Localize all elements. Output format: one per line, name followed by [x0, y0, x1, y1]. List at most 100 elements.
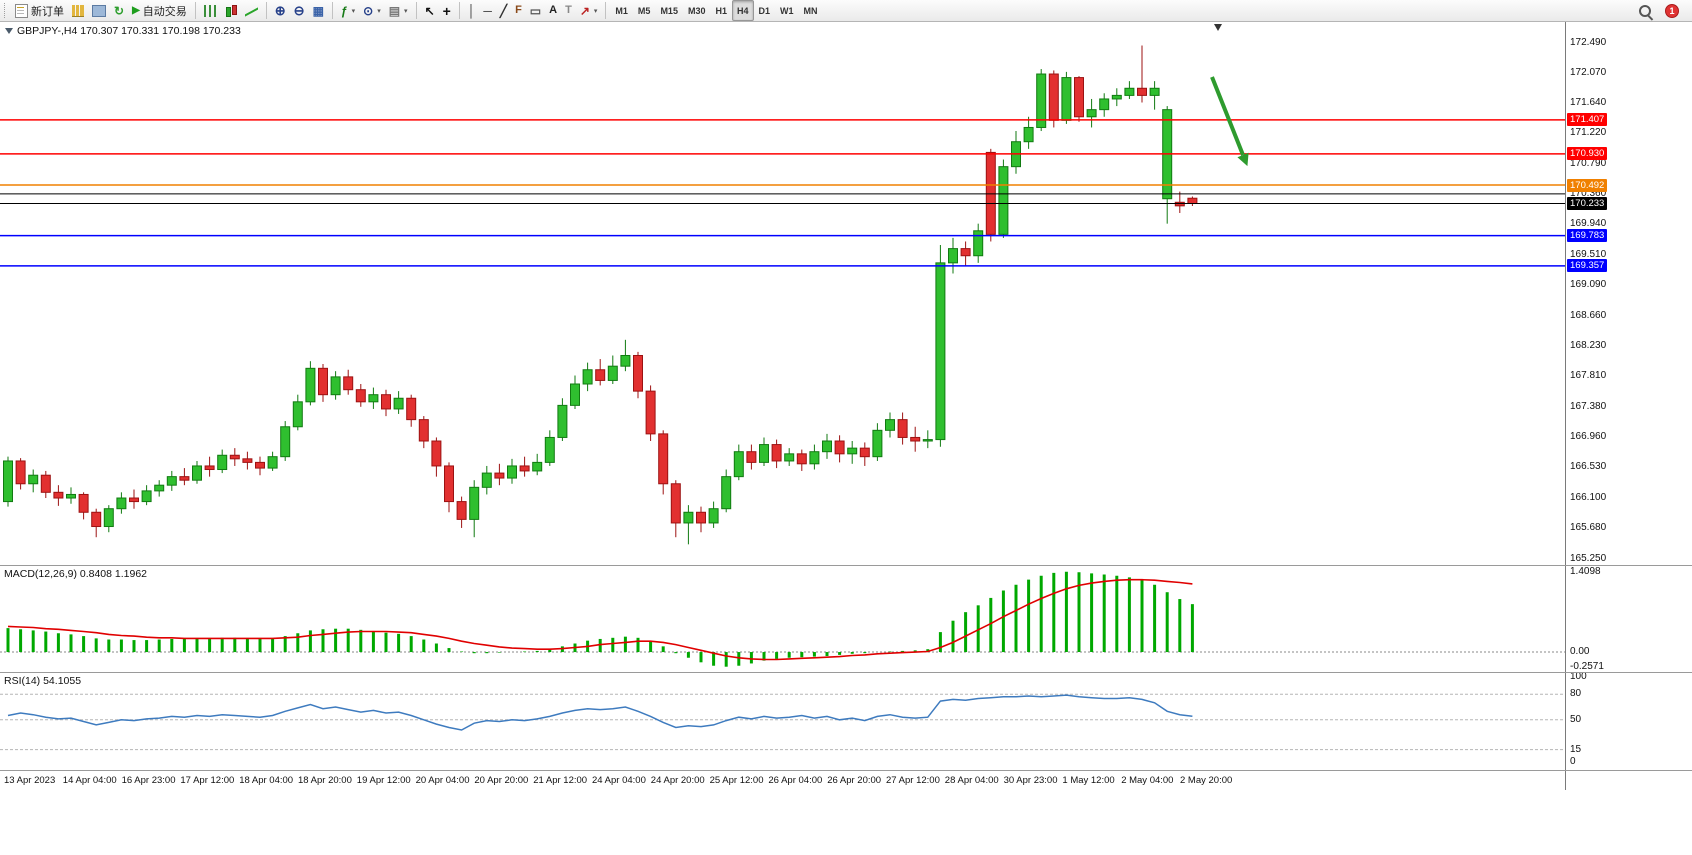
refresh-icon: ↻ — [114, 3, 125, 18]
main-chart-panel[interactable]: GBPJPY-,H4 170.307 170.331 170.198 170.2… — [0, 22, 1565, 565]
price-line-badge: 169.783 — [1567, 229, 1608, 243]
templates-button[interactable]: ▤ ▾ — [385, 0, 412, 21]
vertical-line-button[interactable]: │ — [464, 0, 480, 21]
horizontal-line-button[interactable]: ─ — [479, 0, 496, 21]
macd-tick-label: 1.4098 — [1570, 565, 1601, 577]
crosshair-button[interactable]: + — [439, 0, 455, 21]
macd-chart[interactable] — [0, 566, 1565, 672]
new-order-button[interactable]: 新订单 — [11, 0, 68, 21]
trendline-button[interactable]: ╱ — [496, 0, 511, 21]
price-tick-label: 168.660 — [1570, 309, 1607, 321]
refresh-button[interactable]: ↻ — [110, 0, 128, 21]
tf-w1-button-label: W1 — [780, 5, 794, 16]
time-tick-label: 24 Apr 04:00 — [592, 775, 646, 786]
chart-collapse-icon[interactable] — [5, 28, 13, 34]
time-tick-label: 14 Apr 04:00 — [62, 775, 117, 786]
tile-icon: ▦ — [312, 3, 324, 18]
autotrade-icon: ▶ — [132, 4, 140, 16]
time-tick-label: 19 Apr 12:00 — [356, 775, 411, 786]
text-button[interactable]: A — [545, 0, 561, 21]
current-price-badge: 170.233 — [1567, 196, 1608, 210]
rsi-chart[interactable] — [0, 673, 1565, 770]
label-icon: T — [565, 4, 572, 16]
tf-m30-button-label: M30 — [687, 5, 706, 16]
toolbar-grip — [4, 3, 8, 18]
candlestick-button[interactable] — [220, 0, 241, 21]
time-tick-label: 18 Apr 20:00 — [298, 775, 352, 786]
zoom-in-button[interactable]: ⊕ — [271, 0, 290, 21]
time-tick-label: 27 Apr 12:00 — [886, 775, 940, 786]
price-line-badge: 171.407 — [1567, 113, 1608, 127]
rsi-tick-label: 80 — [1570, 688, 1582, 700]
new-order-icon — [15, 3, 28, 18]
rsi-tick-label: 100 — [1570, 671, 1587, 683]
bar-chart-button[interactable] — [200, 0, 220, 21]
symbol-search-button[interactable] — [1635, 0, 1655, 21]
periods-button[interactable]: ⊙ ▾ — [359, 0, 385, 21]
time-tick-label: 21 Apr 12:00 — [533, 775, 588, 786]
toolbar-separator — [265, 2, 267, 19]
candles-icon — [224, 4, 237, 17]
tf-m30-button[interactable]: M30 — [683, 0, 711, 21]
time-axis[interactable]: 13 Apr 2023 14 Apr 04:00 16 Apr 23:00 17 Ap… — [0, 771, 1565, 790]
rsi-label: RSI(14) 54.1055 — [4, 675, 82, 687]
tf-mn-button[interactable]: MN — [799, 0, 823, 21]
chart-window[interactable]: GBPJPY-,H4 170.307 170.331 170.198 170.2… — [0, 22, 1692, 790]
zoom-out-button[interactable]: ⊖ — [290, 0, 309, 21]
panel-separator[interactable] — [0, 770, 1692, 771]
indicators-button[interactable]: ƒ ▾ — [337, 0, 359, 21]
trend-arrow[interactable] — [1210, 76, 1249, 167]
charts-button[interactable] — [68, 0, 88, 21]
template-icon: ▤ — [388, 3, 401, 18]
rsi-tick-label: 50 — [1570, 713, 1582, 725]
time-tick-label: 20 Apr 20:00 — [474, 775, 529, 786]
rsi-panel[interactable]: RSI(14) 54.1055 — [0, 673, 1565, 770]
chart-shift-marker[interactable] — [1214, 24, 1222, 31]
line-chart-button[interactable] — [241, 0, 262, 21]
price-chart[interactable] — [0, 22, 1565, 565]
chart-header: GBPJPY-,H4 170.307 170.331 170.198 170.2… — [5, 25, 241, 37]
price-axis[interactable]: 172.490 172.070 171.640 171.220 170.790 170.3… — [1565, 22, 1692, 790]
toolbar-separator — [458, 2, 460, 19]
toolbar-separator — [415, 2, 417, 19]
tf-m15-button[interactable]: M15 — [655, 0, 683, 21]
price-tick-label: 167.810 — [1570, 370, 1607, 382]
time-tick-label: 24 Apr 20:00 — [650, 775, 705, 786]
fibonacci-button[interactable]: F — [511, 0, 526, 21]
macd-tick-label: 0.00 — [1570, 646, 1590, 658]
price-tick-label: 166.100 — [1570, 492, 1607, 504]
tf-m5-button[interactable]: M5 — [633, 0, 656, 21]
time-tick-label: 20 Apr 04:00 — [415, 775, 470, 786]
chevron-down-icon: ▾ — [377, 7, 381, 15]
time-tick-label: 30 Apr 23:00 — [1003, 775, 1058, 786]
price-tick-label: 169.090 — [1570, 278, 1607, 290]
shapes-button[interactable]: ▭ — [526, 0, 545, 21]
zoom-in-icon: ⊕ — [274, 3, 286, 18]
notification-badge[interactable]: 1 — [1661, 0, 1683, 21]
panel-separator[interactable] — [0, 672, 1692, 673]
macd-panel[interactable]: MACD(12,26,9) 0.8408 1.1962 — [0, 566, 1565, 672]
label-button[interactable]: T — [561, 0, 576, 21]
tf-h4-button[interactable]: H4 — [731, 0, 754, 21]
chart-icon — [72, 4, 84, 17]
tf-w1-button[interactable]: W1 — [775, 0, 799, 21]
price-tick-label: 169.940 — [1570, 218, 1607, 230]
profiles-button[interactable] — [88, 0, 110, 21]
tf-h1-button[interactable]: H1 — [710, 0, 732, 21]
toolbar-separator — [194, 2, 196, 19]
tf-m1-button[interactable]: M1 — [610, 0, 633, 21]
tf-m5-button-label: M5 — [637, 5, 651, 16]
cursor-icon: ↖ — [424, 3, 435, 18]
line-icon — [245, 5, 258, 17]
bars-icon — [203, 4, 216, 17]
cursor-button[interactable]: ↖ — [421, 0, 439, 21]
autotrade-button[interactable]: ▶ 自动交易 — [128, 0, 191, 21]
panel-separator[interactable] — [0, 565, 1692, 566]
tf-d1-button[interactable]: D1 — [754, 0, 776, 21]
tf-m1-button-label: M1 — [615, 5, 628, 16]
arrows-button[interactable]: ↗ ▾ — [576, 0, 602, 21]
rsi-tick-label: 0 — [1570, 756, 1576, 768]
tile-windows-button[interactable]: ▦ — [309, 0, 328, 21]
time-tick-label: 2 May 20:00 — [1180, 775, 1233, 786]
vline-icon: │ — [467, 3, 476, 18]
